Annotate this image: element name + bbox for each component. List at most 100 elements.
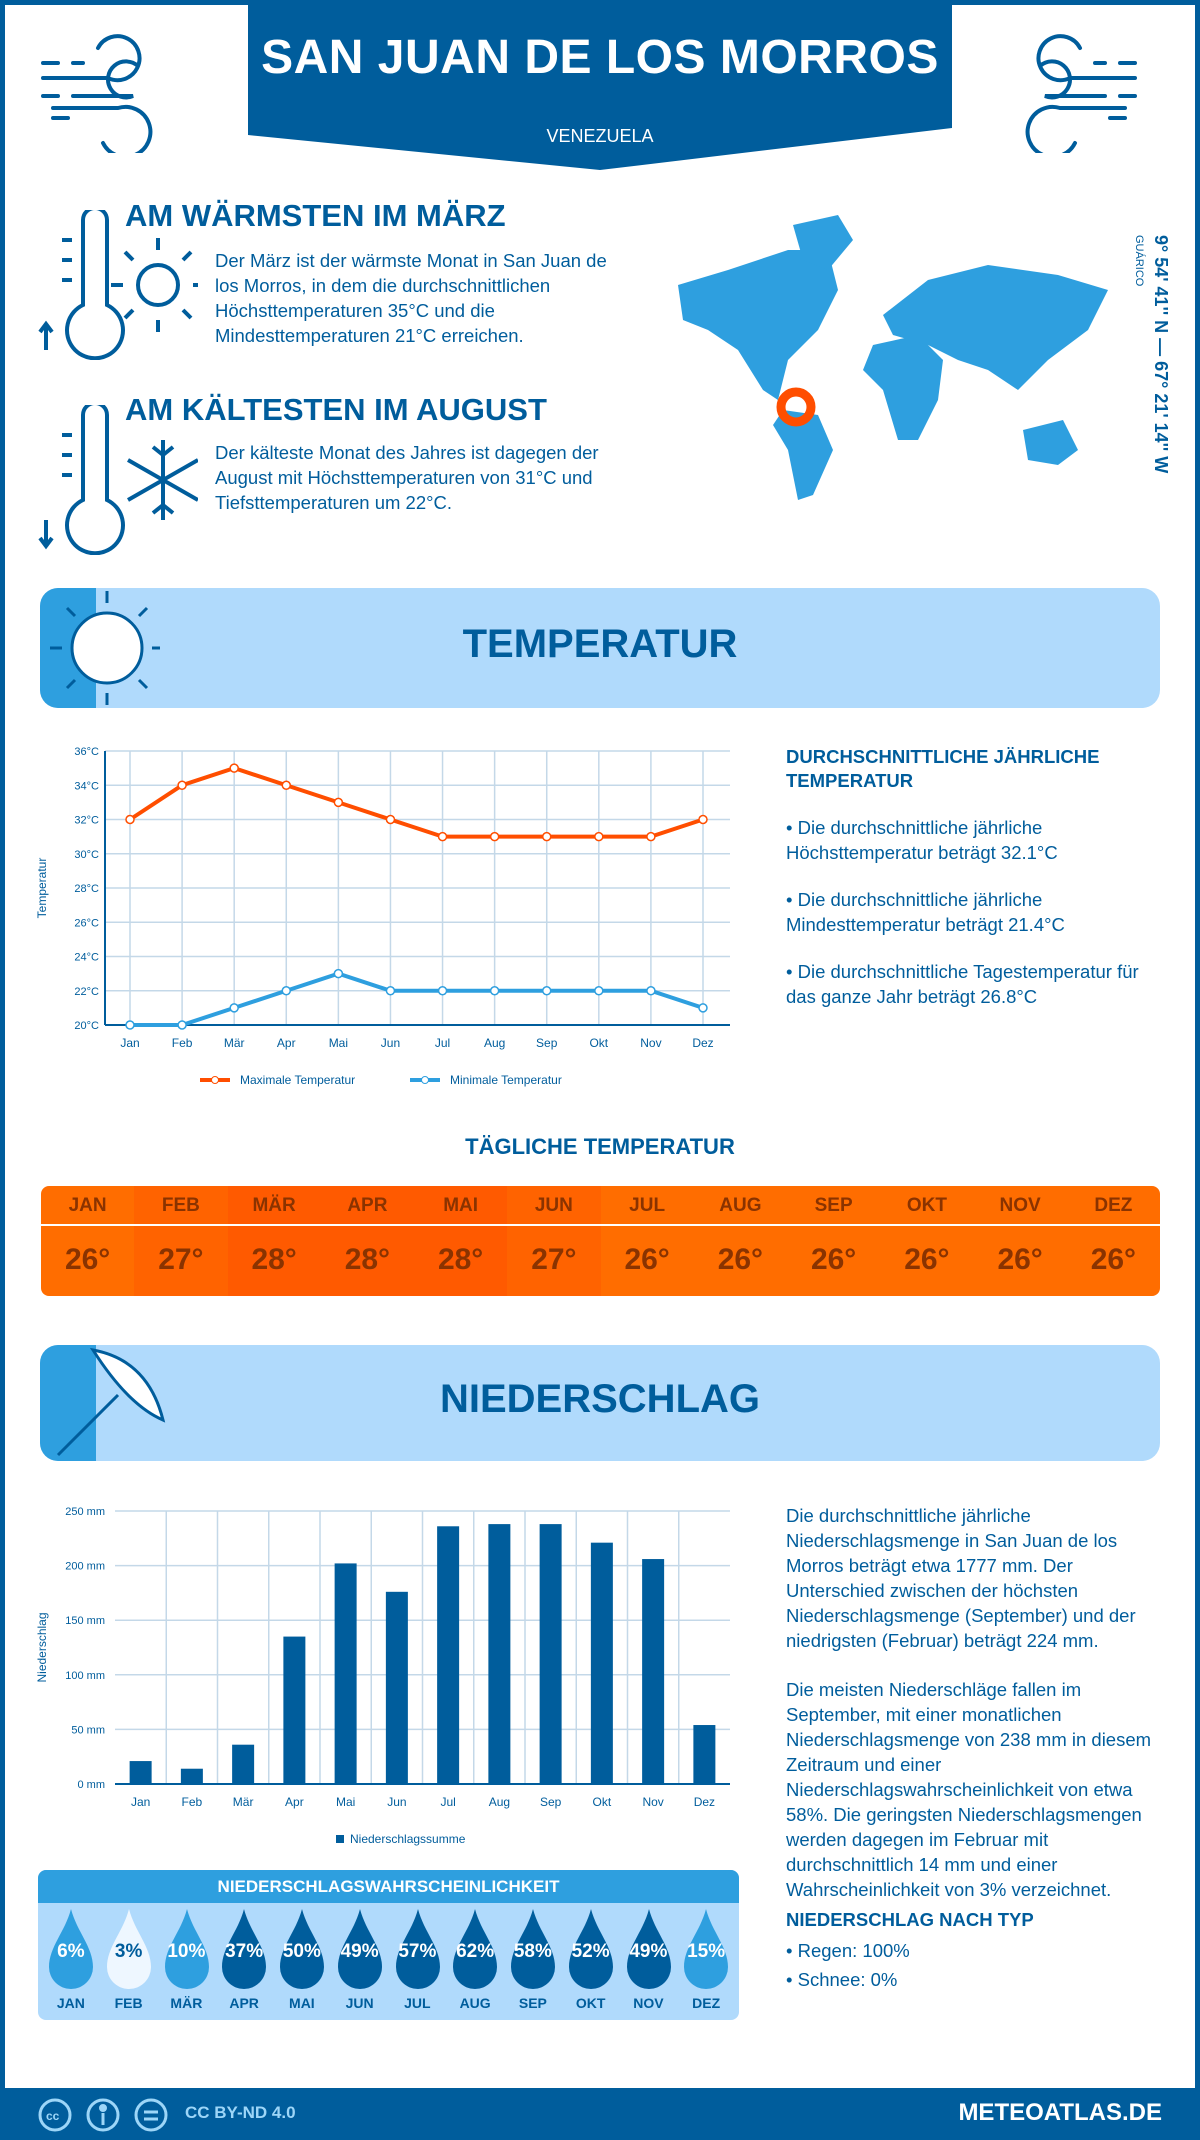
probability-drop: 57% JUL xyxy=(389,1903,447,2020)
data-point xyxy=(646,986,656,996)
raindrop-icon xyxy=(49,1909,93,1989)
data-point xyxy=(229,1003,239,1013)
x-tick-label: Sep xyxy=(536,1036,558,1050)
probability-drop: 10% MÄR xyxy=(158,1903,216,2020)
x-tick-label: Apr xyxy=(285,1795,304,1809)
coldest-title: AM KÄLTESTEN IM AUGUST xyxy=(125,392,547,427)
daily-cell: APR 28° xyxy=(320,1186,414,1296)
wind-icon xyxy=(1025,34,1137,153)
wind-icon xyxy=(41,34,153,153)
daily-value: 26° xyxy=(904,1243,950,1276)
x-tick-label: Jan xyxy=(120,1036,139,1050)
world-map xyxy=(678,215,1108,500)
x-tick-label: Jan xyxy=(131,1795,150,1809)
precipitation-summary: Die durchschnittliche jährliche Niedersc… xyxy=(786,1503,1156,1992)
probability-month: MÄR xyxy=(170,1995,203,2011)
daily-cell: JUN 27° xyxy=(507,1186,601,1296)
raindrop-icon xyxy=(164,1909,209,1989)
raindrop-icon xyxy=(395,1909,440,1989)
footer: cc CC BY-ND 4.0 METEOATLAS.DE xyxy=(0,2088,1200,2140)
raindrop-icon xyxy=(684,1909,729,1989)
precipitation-bar xyxy=(590,1542,613,1784)
title-banner xyxy=(248,0,952,170)
probability-value: 6% xyxy=(57,1941,85,1962)
data-point xyxy=(177,780,187,790)
probability-value: 49% xyxy=(629,1941,668,1962)
precipitation-type-title: NIEDERSCHLAG NACH TYP xyxy=(786,1909,1034,1930)
coordinates: 9° 54' 41'' N — 67° 21' 14'' W xyxy=(1151,235,1171,474)
data-point xyxy=(385,814,396,825)
daily-cell: AUG 26° xyxy=(693,1186,787,1296)
attribution-icon xyxy=(86,2098,120,2132)
y-tick-label: 22°C xyxy=(74,986,99,998)
raindrop-icon xyxy=(453,1909,498,1989)
probability-value: 52% xyxy=(571,1941,610,1962)
daily-value: 26° xyxy=(1090,1243,1137,1276)
y-tick-label: 0 mm xyxy=(78,1779,106,1791)
precipitation-bar xyxy=(385,1591,408,1784)
x-tick-label: Jun xyxy=(381,1036,400,1050)
temperature-heading: TEMPERATUR xyxy=(462,622,738,666)
daily-month: APR xyxy=(320,1186,414,1226)
bullet-min: • Die durchschnittliche jährliche Mindes… xyxy=(786,889,1065,935)
data-point xyxy=(489,986,500,996)
daily-value: 26° xyxy=(997,1243,1043,1276)
warmest-text: Der März ist der wärmste Monat in San Ju… xyxy=(215,250,607,346)
precipitation-text-1: Die durchschnittliche jährliche Niedersc… xyxy=(786,1505,1136,1651)
daily-cell: DEZ 26° xyxy=(1066,1186,1160,1296)
y-tick-label: 20°C xyxy=(74,1020,99,1032)
x-tick-label: Jun xyxy=(387,1795,406,1809)
x-tick-label: Okt xyxy=(589,1036,608,1050)
daily-value: 26° xyxy=(64,1243,111,1276)
daily-month: JAN xyxy=(41,1186,135,1226)
data-point xyxy=(229,763,239,773)
raindrop-icon xyxy=(568,1909,613,1989)
cc-icon xyxy=(38,2098,72,2132)
y-tick-label: 28°C xyxy=(74,883,99,895)
y-axis-label: Temperatur xyxy=(35,858,49,919)
probability-month: OKT xyxy=(575,1995,606,2011)
probability-month: MAI xyxy=(289,1995,315,2011)
data-point xyxy=(594,986,604,996)
daily-month: MAI xyxy=(414,1186,508,1226)
daily-cell: JAN 26° xyxy=(41,1186,135,1296)
daily-temperature-title: TÄGLICHE TEMPERATUR xyxy=(465,1134,735,1159)
daily-cell: SEP 26° xyxy=(787,1186,881,1296)
probability-month: JAN xyxy=(56,1995,85,2011)
precipitation-heading: NIEDERSCHLAG xyxy=(439,1377,761,1421)
daily-month: NOV xyxy=(973,1186,1067,1226)
x-tick-label: Aug xyxy=(489,1795,510,1809)
legend-label: Minimale Temperatur xyxy=(450,1073,562,1087)
series-line xyxy=(128,766,704,839)
thermometer-warm-icon xyxy=(38,210,198,360)
probability-value: 62% xyxy=(456,1941,495,1962)
license-text: CC BY-ND 4.0 xyxy=(185,2103,296,2122)
daily-cell: MÄR 28° xyxy=(227,1186,321,1296)
probability-drop: 62% AUG xyxy=(446,1903,504,2020)
data-point xyxy=(281,986,292,996)
probability-drop: 58% SEP xyxy=(504,1903,562,2020)
precipitation-banner: NIEDERSCHLAG xyxy=(40,1345,1160,1461)
data-point xyxy=(594,831,604,842)
probability-value: 49% xyxy=(340,1941,379,1962)
x-tick-label: Mai xyxy=(336,1795,355,1809)
sun-icon xyxy=(50,591,160,705)
y-tick-label: 32°C xyxy=(74,815,99,827)
x-tick-label: Dez xyxy=(692,1036,713,1050)
warmest-title: AM WÄRMSTEN IM MÄRZ xyxy=(125,198,506,233)
probability-value: 37% xyxy=(225,1941,264,1962)
probability-month: JUN xyxy=(345,1995,374,2011)
x-tick-label: Mär xyxy=(224,1036,245,1050)
site-link[interactable]: METEOATLAS.DE xyxy=(958,2099,1162,2126)
data-point xyxy=(125,814,135,825)
probability-drop: 50% MAI xyxy=(273,1903,331,2020)
x-tick-label: Jul xyxy=(435,1036,450,1050)
precipitation-bar xyxy=(539,1524,562,1784)
data-point xyxy=(437,986,448,996)
y-axis-label: Niederschlag xyxy=(35,1612,49,1682)
y-tick-label: 24°C xyxy=(74,952,99,964)
temperature-chart: 20°C 22°C 24°C 26°C 28°C 30°C 32°C 34°C 36°C Jan F… xyxy=(35,746,730,1087)
probability-value: 10% xyxy=(167,1941,206,1962)
location-marker xyxy=(776,387,816,427)
y-tick-label: 100 mm xyxy=(65,1670,105,1682)
